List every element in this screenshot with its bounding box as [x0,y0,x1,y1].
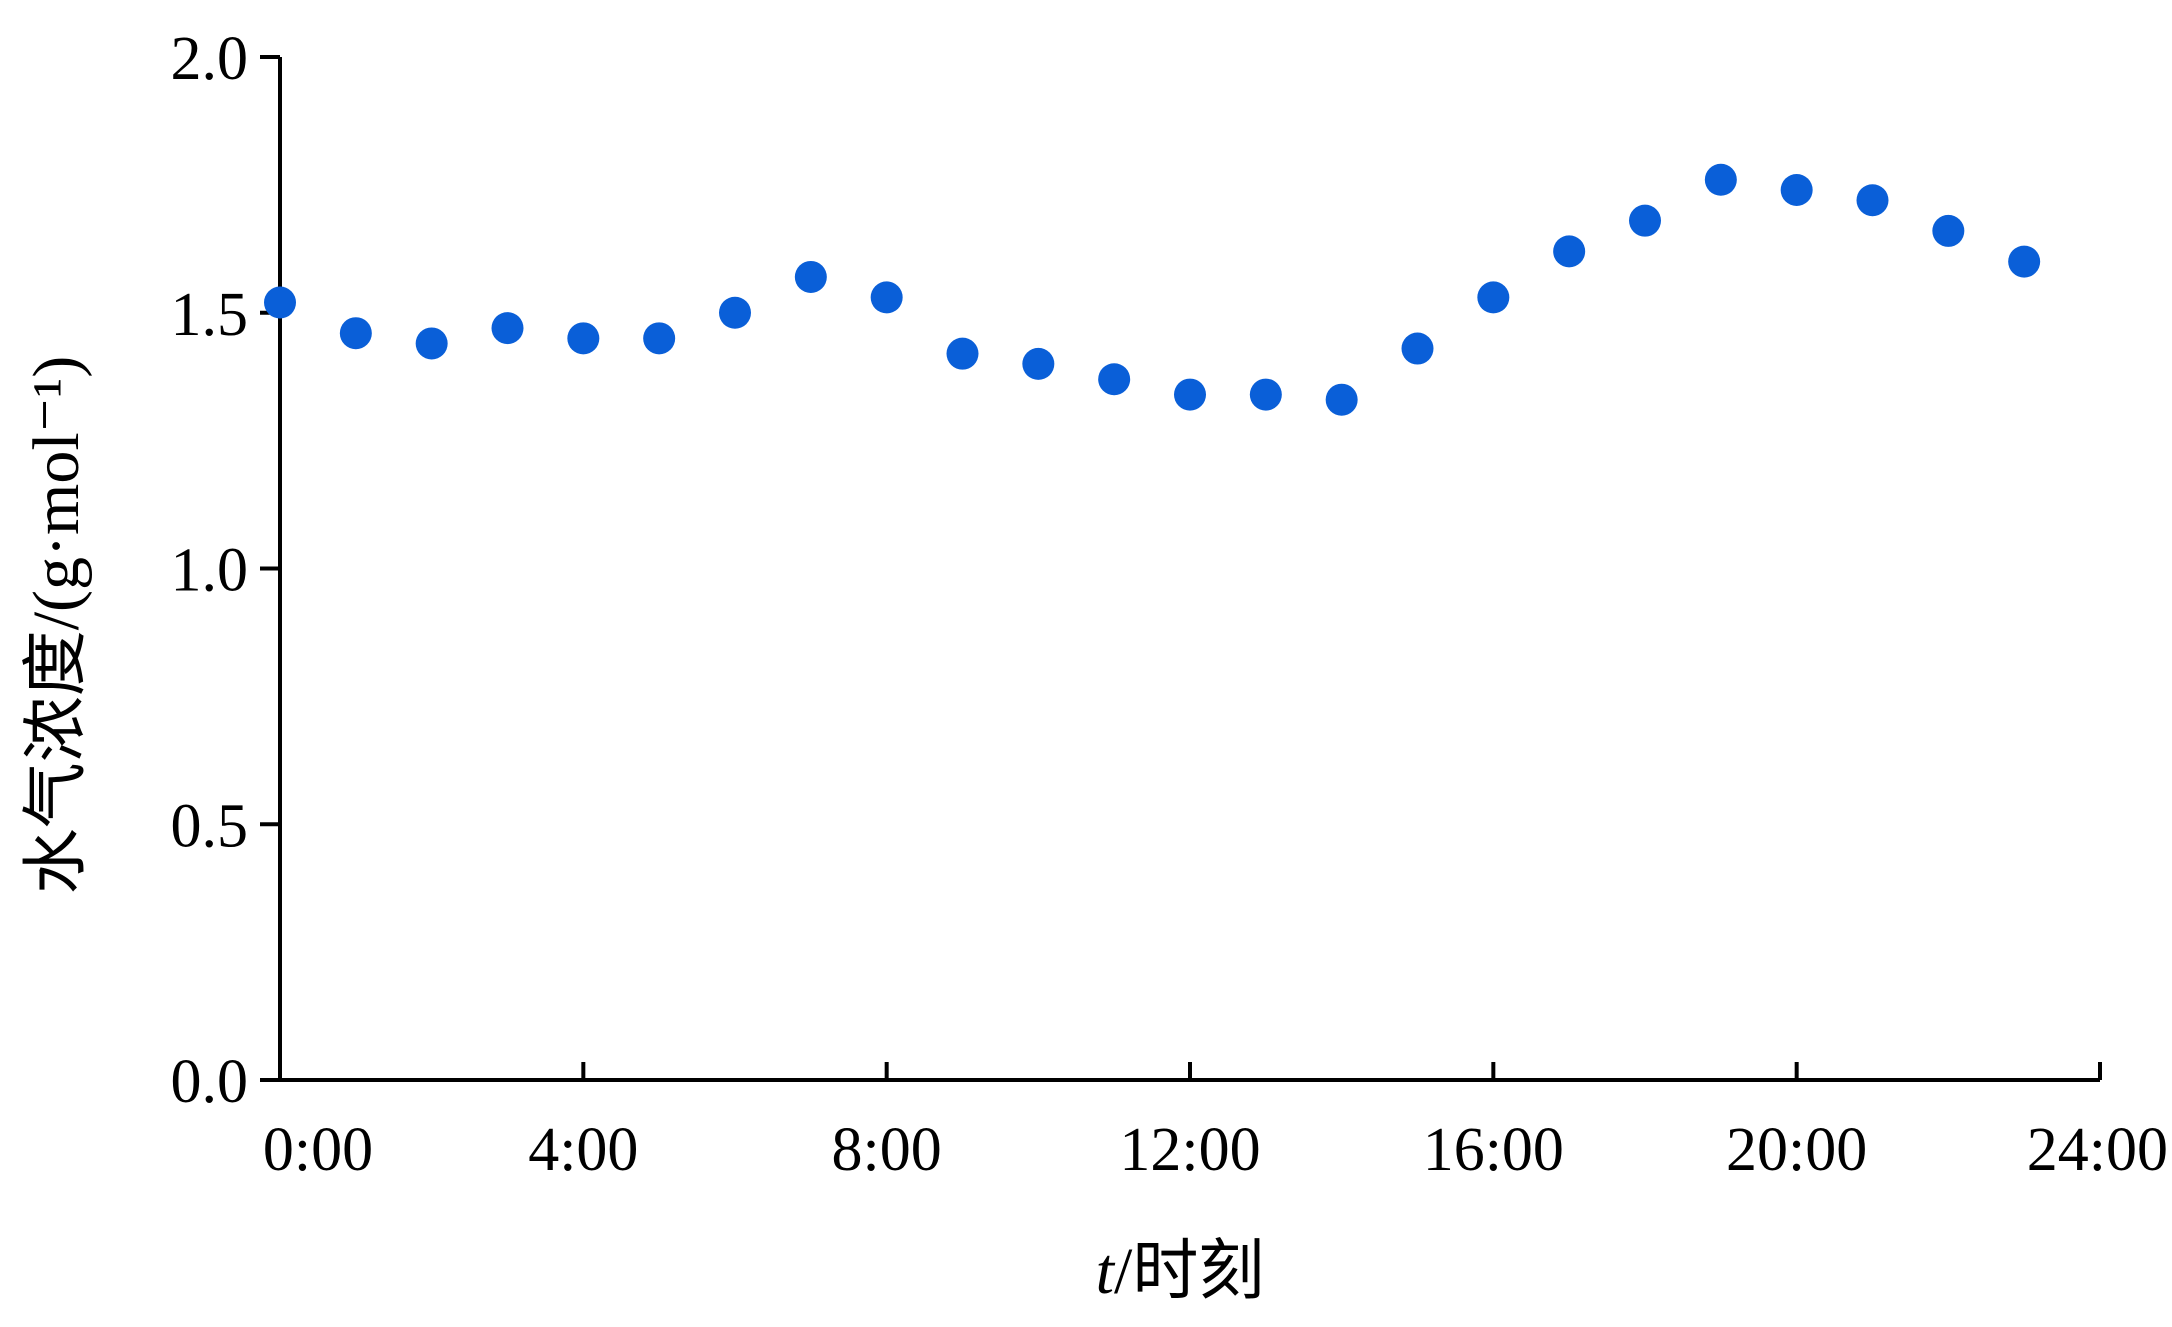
data-point [1629,204,1661,237]
data-point [415,327,448,360]
y-tick-label: 1.0 [171,537,249,605]
y-tick-label: 0.0 [171,1048,249,1116]
axes [278,57,2100,1082]
data-point [339,317,372,350]
data-point [643,322,676,355]
x-tick-label: 16:00 [1423,1116,1564,1184]
y-tick-label: 0.5 [171,792,249,860]
data-points [264,163,2041,416]
data-point [1477,281,1510,314]
data-point [567,322,600,355]
y-axis-ticks: 0.0 0.5 1.0 1.5 2.0 [171,25,280,1116]
x-tick-label: 8:00 [832,1116,942,1184]
data-point [1932,214,1965,247]
x-axis-title-italic: t [1096,1235,1116,1308]
y-tick-label: 2.0 [171,25,249,93]
x-tick-label: 20:00 [1726,1116,1867,1184]
x-tick-label: 12:00 [1119,1116,1260,1184]
data-point [1022,347,1055,380]
data-point [1856,184,1889,217]
y-tick-label: 1.5 [171,281,249,349]
data-point [1249,378,1282,411]
x-tick-label: 4:00 [528,1116,638,1184]
data-point [1704,163,1737,196]
data-point [1780,173,1813,206]
x-axis-ticks: 0:00 4:00 8:00 12:00 16:00 20:00 24:00 [263,1062,2168,1184]
data-point [264,286,296,319]
x-tick-label: 24:00 [2027,1116,2168,1184]
data-point [794,260,827,293]
data-point [2008,245,2041,278]
x-axis-title: t/时刻 [1096,1235,1265,1308]
data-point [1401,332,1434,365]
data-point [491,312,524,345]
data-point [1325,383,1358,416]
data-point [870,281,903,314]
data-point [719,296,751,329]
y-axis-title: 水气浓度/(g·mol⁻¹) [20,356,93,895]
x-axis-title-rest: /时刻 [1114,1235,1264,1308]
data-point [946,337,979,370]
x-tick-label: 0:00 [263,1116,373,1184]
data-point [1174,378,1206,411]
data-point [1098,363,1131,396]
data-point [1553,235,1586,268]
